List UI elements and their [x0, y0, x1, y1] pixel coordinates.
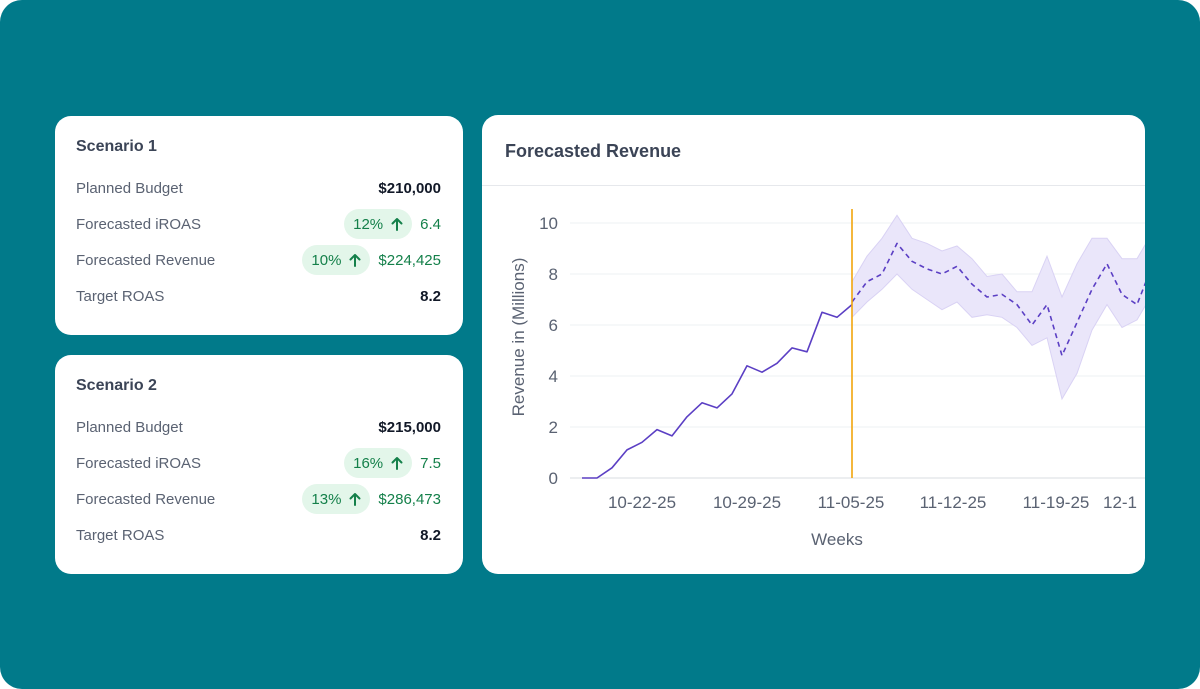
- revenue-change-pct: 10%: [311, 251, 342, 269]
- y-tick-label: 0: [549, 469, 558, 488]
- forecasted-iroas-value: 7.5: [420, 454, 441, 472]
- target-roas-label: Target ROAS: [76, 526, 165, 544]
- scenario-card-1: Scenario 1 Planned Budget $210,000 Forec…: [55, 116, 463, 335]
- forecasted-revenue-row: Forecasted Revenue 13% $286,473: [76, 484, 441, 514]
- y-tick-label: 4: [549, 367, 558, 386]
- forecasted-iroas-value: 6.4: [420, 215, 441, 233]
- x-tick-label: 11-19-25: [1023, 493, 1090, 512]
- revenue-change-badge: 13%: [302, 484, 371, 514]
- target-roas-label: Target ROAS: [76, 287, 165, 305]
- y-tick-label: 2: [549, 418, 558, 437]
- y-tick-label: 6: [549, 316, 558, 335]
- planned-budget-row: Planned Budget $215,000: [76, 412, 441, 442]
- forecasted-iroas-label: Forecasted iROAS: [76, 215, 202, 233]
- forecasted-iroas-row: Forecasted iROAS 12% 6.4: [76, 209, 441, 239]
- iroas-change-pct: 12%: [353, 215, 384, 233]
- target-roas-row: Target ROAS 8.2: [76, 520, 441, 550]
- arrow-up-icon: [349, 254, 361, 267]
- forecast-revenue-line: [851, 242, 1145, 357]
- planned-budget-value: $210,000: [378, 179, 441, 197]
- target-roas-value: 8.2: [420, 526, 441, 544]
- y-tick-label: 8: [549, 265, 558, 284]
- chart-header-divider: [482, 185, 1145, 186]
- x-tick-label: 10-22-25: [608, 493, 676, 512]
- x-axis-title: Weeks: [811, 530, 863, 549]
- x-tick-label: 11-12-25: [920, 493, 987, 512]
- y-tick-label: 10: [539, 214, 558, 233]
- x-tick-label: 12-1: [1103, 493, 1137, 512]
- target-roas-row: Target ROAS 8.2: [76, 281, 441, 311]
- planned-budget-row: Planned Budget $210,000: [76, 173, 441, 203]
- revenue-change-pct: 13%: [311, 490, 342, 508]
- chart-title: Forecasted Revenue: [505, 141, 682, 161]
- y-axis-title: Revenue in (Millions): [509, 258, 528, 417]
- actual-revenue-line: [582, 303, 853, 479]
- forecasted-revenue-row: Forecasted Revenue 10% $224,425: [76, 245, 441, 275]
- planned-budget-label: Planned Budget: [76, 179, 183, 197]
- revenue-change-badge: 10%: [302, 245, 371, 275]
- forecasted-iroas-row: Forecasted iROAS 16% 7.5: [76, 448, 441, 478]
- x-tick-label: 10-29-25: [713, 493, 781, 512]
- planned-budget-value: $215,000: [378, 418, 441, 436]
- forecasted-revenue-value: $286,473: [378, 490, 441, 508]
- forecasted-iroas-label: Forecasted iROAS: [76, 454, 202, 472]
- forecast-chart[interactable]: 0 2 4 6 8 10 10-22-25 10-29-25 11-05-25 11-12-25 1…: [482, 115, 1145, 574]
- forecasted-revenue-label: Forecasted Revenue: [76, 251, 216, 269]
- arrow-up-icon: [391, 457, 403, 470]
- iroas-change-badge: 12%: [344, 209, 413, 239]
- iroas-change-badge: 16%: [344, 448, 413, 478]
- iroas-change-pct: 16%: [353, 454, 384, 472]
- target-roas-value: 8.2: [420, 287, 441, 305]
- scenario-title: Scenario 2: [76, 377, 157, 394]
- arrow-up-icon: [349, 493, 361, 506]
- arrow-up-icon: [391, 218, 403, 231]
- forecast-confidence-band: [851, 214, 1145, 401]
- scenario-card-2: Scenario 2 Planned Budget $215,000 Forec…: [55, 355, 463, 574]
- x-tick-label: 11-05-25: [818, 493, 885, 512]
- scenario-title: Scenario 1: [76, 138, 157, 155]
- forecast-chart-card: 0 2 4 6 8 10 10-22-25 10-29-25 11-05-25 11-12-25 1…: [482, 115, 1145, 574]
- planned-budget-label: Planned Budget: [76, 418, 183, 436]
- forecasted-revenue-value: $224,425: [378, 251, 441, 269]
- forecasted-revenue-label: Forecasted Revenue: [76, 490, 216, 508]
